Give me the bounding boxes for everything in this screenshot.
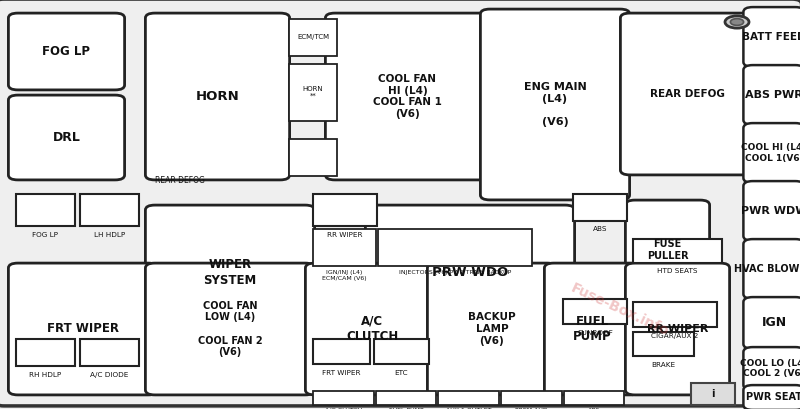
FancyBboxPatch shape xyxy=(289,64,338,121)
Text: Fuse-Box.info: Fuse-Box.info xyxy=(569,281,671,339)
Text: ETC: ETC xyxy=(394,370,408,376)
FancyBboxPatch shape xyxy=(480,9,630,200)
Text: HORN
**: HORN ** xyxy=(302,86,323,99)
FancyBboxPatch shape xyxy=(438,391,499,405)
FancyBboxPatch shape xyxy=(366,205,574,340)
Text: FUEL PUMP: FUEL PUMP xyxy=(389,408,423,409)
FancyBboxPatch shape xyxy=(79,339,139,366)
Text: A/C CLUTCH: A/C CLUTCH xyxy=(325,408,362,409)
Text: COOL LO (L4)
COOL 2 (V6): COOL LO (L4) COOL 2 (V6) xyxy=(740,359,800,378)
FancyBboxPatch shape xyxy=(743,239,800,299)
Text: DRL: DRL xyxy=(53,131,81,144)
Text: FOG LP: FOG LP xyxy=(42,45,90,58)
FancyBboxPatch shape xyxy=(621,13,754,175)
Text: COOL FAN
LOW (L4)

COOL FAN 2
(V6): COOL FAN LOW (L4) COOL FAN 2 (V6) xyxy=(198,301,262,357)
FancyBboxPatch shape xyxy=(573,194,627,221)
FancyBboxPatch shape xyxy=(146,205,314,340)
Text: INJECTORS (V6) PWR TRAIN BACKUP: INJECTORS (V6) PWR TRAIN BACKUP xyxy=(399,270,511,275)
FancyBboxPatch shape xyxy=(690,383,735,405)
Text: BATT FEED: BATT FEED xyxy=(742,32,800,42)
FancyBboxPatch shape xyxy=(8,13,125,90)
Text: RR WIPER: RR WIPER xyxy=(647,324,708,334)
FancyBboxPatch shape xyxy=(378,229,533,266)
Text: LH HDLP: LH HDLP xyxy=(94,232,125,238)
Text: FRT WIPER: FRT WIPER xyxy=(322,370,361,376)
Text: RH HDLP: RH HDLP xyxy=(30,372,62,378)
FancyBboxPatch shape xyxy=(16,194,75,226)
Text: COOL FAN
HI (L4)
COOL FAN 1
(V6): COOL FAN HI (L4) COOL FAN 1 (V6) xyxy=(373,74,442,119)
FancyBboxPatch shape xyxy=(376,391,437,405)
FancyBboxPatch shape xyxy=(8,263,158,395)
FancyBboxPatch shape xyxy=(626,200,710,300)
Text: ENG MAIN
(L4)

(V6): ENG MAIN (L4) (V6) xyxy=(524,82,586,127)
Text: BACKUP
LAMP
(V6): BACKUP LAMP (V6) xyxy=(468,312,516,346)
Text: A/C
CLUTCH: A/C CLUTCH xyxy=(346,315,398,343)
FancyBboxPatch shape xyxy=(289,139,338,176)
FancyBboxPatch shape xyxy=(374,339,430,364)
FancyBboxPatch shape xyxy=(633,302,718,327)
FancyBboxPatch shape xyxy=(427,263,557,395)
Text: FRT WIPER: FRT WIPER xyxy=(47,323,119,335)
Text: PRW WDO: PRW WDO xyxy=(432,266,508,279)
FancyBboxPatch shape xyxy=(743,347,800,390)
Text: ABS: ABS xyxy=(588,408,600,409)
Text: HVAC BLOWER: HVAC BLOWER xyxy=(734,264,800,274)
Text: COOL HI (L4)
COOL 1(V6): COOL HI (L4) COOL 1(V6) xyxy=(742,143,800,163)
Text: REAR DEFOG: REAR DEFOG xyxy=(650,89,725,99)
Text: RR WIPER: RR WIPER xyxy=(327,232,362,238)
Text: ECM/TCM: ECM/TCM xyxy=(297,34,329,40)
Text: ABS: ABS xyxy=(593,226,607,232)
FancyBboxPatch shape xyxy=(326,13,490,180)
Text: FUSE
PULLER: FUSE PULLER xyxy=(646,239,688,261)
FancyBboxPatch shape xyxy=(8,95,125,180)
Text: PREM AUD: PREM AUD xyxy=(515,408,548,409)
Text: SUNROOF: SUNROOF xyxy=(577,330,613,336)
FancyBboxPatch shape xyxy=(633,239,722,263)
Text: AUX 1 OUTLET: AUX 1 OUTLET xyxy=(446,408,491,409)
FancyBboxPatch shape xyxy=(562,299,627,324)
Text: PWR SEAT: PWR SEAT xyxy=(746,393,800,402)
Text: BRAKE: BRAKE xyxy=(651,362,675,368)
Text: i: i xyxy=(711,389,714,399)
Text: PWR WDW: PWR WDW xyxy=(741,206,800,216)
Text: CIGAR/AUX 2: CIGAR/AUX 2 xyxy=(651,333,698,339)
Text: IGN/INJ (L4)
ECM/CAM (V6): IGN/INJ (L4) ECM/CAM (V6) xyxy=(322,270,367,281)
FancyBboxPatch shape xyxy=(743,123,800,183)
FancyBboxPatch shape xyxy=(146,263,314,395)
Text: WIPER
SYSTEM: WIPER SYSTEM xyxy=(203,258,257,286)
FancyBboxPatch shape xyxy=(743,181,800,241)
FancyBboxPatch shape xyxy=(743,7,800,67)
FancyBboxPatch shape xyxy=(633,332,694,356)
FancyBboxPatch shape xyxy=(743,297,800,349)
Text: REAR DEFOG: REAR DEFOG xyxy=(155,176,205,185)
FancyBboxPatch shape xyxy=(743,385,800,409)
FancyBboxPatch shape xyxy=(146,13,290,180)
FancyBboxPatch shape xyxy=(16,339,75,366)
FancyBboxPatch shape xyxy=(544,263,640,395)
FancyBboxPatch shape xyxy=(563,391,624,405)
Text: HORN: HORN xyxy=(196,90,239,103)
FancyBboxPatch shape xyxy=(313,391,374,405)
FancyBboxPatch shape xyxy=(743,65,800,125)
Circle shape xyxy=(725,16,749,28)
Text: A/C DIODE: A/C DIODE xyxy=(90,372,129,378)
Circle shape xyxy=(730,19,744,25)
FancyBboxPatch shape xyxy=(306,263,440,395)
FancyBboxPatch shape xyxy=(79,194,139,226)
FancyBboxPatch shape xyxy=(289,19,338,56)
FancyBboxPatch shape xyxy=(313,229,376,266)
FancyBboxPatch shape xyxy=(313,339,370,364)
Text: ABS PWR: ABS PWR xyxy=(745,90,800,100)
Text: FOG LP: FOG LP xyxy=(33,232,58,238)
FancyBboxPatch shape xyxy=(501,391,562,405)
FancyBboxPatch shape xyxy=(626,263,730,395)
Text: IGN: IGN xyxy=(762,317,786,330)
Text: HTD SEATS: HTD SEATS xyxy=(658,268,698,274)
Text: FUEL
PUMP: FUEL PUMP xyxy=(573,315,611,343)
FancyBboxPatch shape xyxy=(313,194,378,226)
